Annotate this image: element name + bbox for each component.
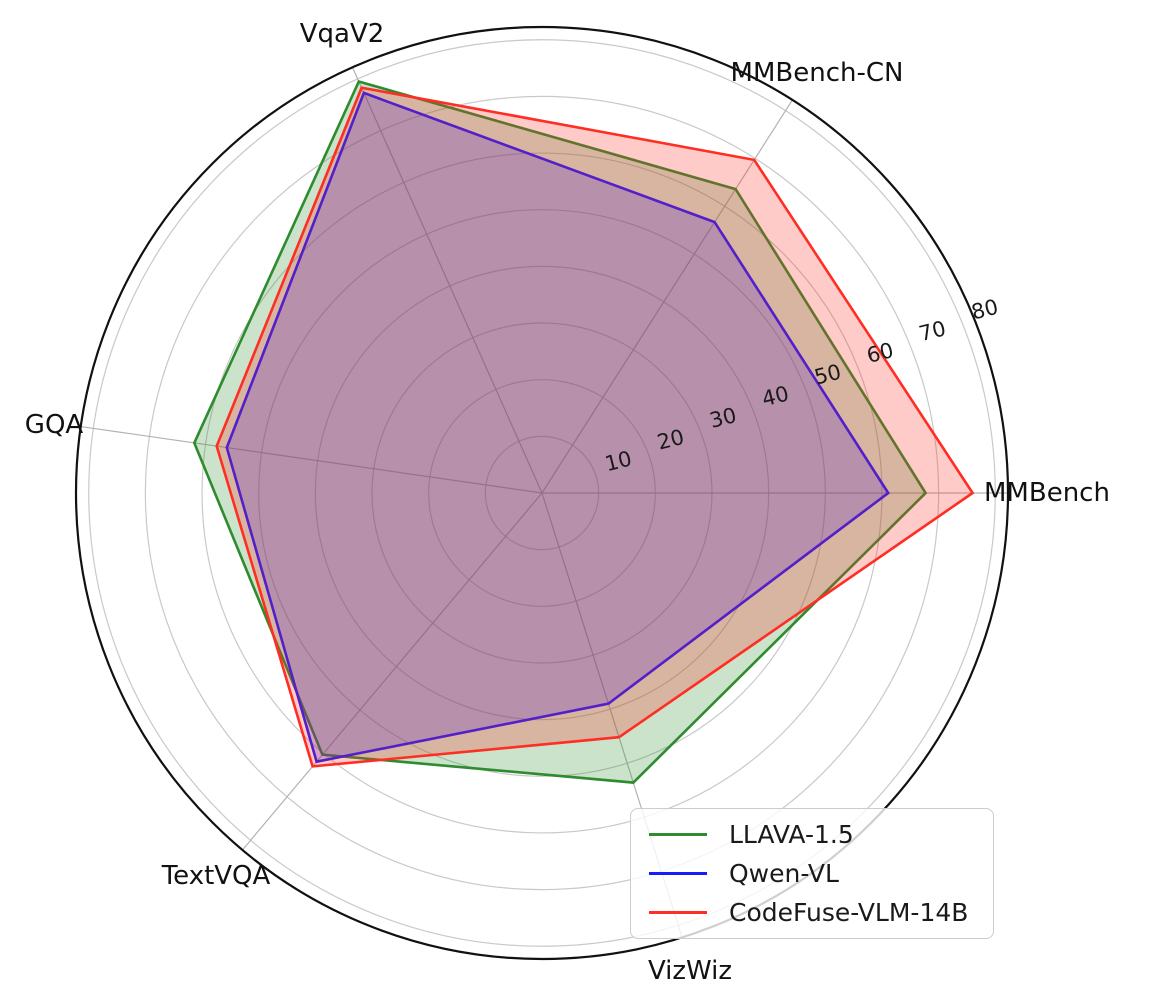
axis-spoke (351, 67, 543, 494)
radial-tick-label: 80 (969, 295, 1001, 325)
axis-label-VizWiz: VizWiz (648, 956, 732, 986)
legend-item-codefuse: CodeFuse-VLM-14B (631, 900, 993, 925)
legend-label: Qwen-VL (729, 859, 839, 888)
series-polygon-LLAVA-1.5 (192, 79, 928, 784)
axis-label-MMBench-CN: MMBench-CN (731, 58, 904, 88)
axis-spoke (541, 99, 793, 494)
legend: LLAVA-1.5 Qwen-VL CodeFuse-VLM-14B (630, 808, 994, 939)
axis-label-GQA: GQA (25, 410, 84, 440)
axis-label-MMBench: MMBench (984, 478, 1110, 508)
axis-spoke (242, 492, 543, 851)
legend-line-swatch-red (649, 911, 707, 914)
axis-label-TextVQA: TextVQA (161, 861, 271, 891)
legend-item-qwen: Qwen-VL (631, 861, 993, 886)
legend-item-llava: LLAVA-1.5 (631, 822, 993, 847)
radial-tick-label: 60 (864, 338, 896, 368)
polar-spine (74, 25, 1010, 961)
legend-label: CodeFuse-VLM-14B (729, 898, 969, 927)
legend-line-swatch-blue (649, 872, 707, 875)
legend-line-swatch-green (649, 833, 707, 836)
legend-label: LLAVA-1.5 (729, 820, 854, 849)
series-polygon-CodeFuse-VLM-14B (215, 86, 975, 768)
radial-tick-label: 70 (917, 316, 949, 346)
series-polygon-Qwen-VL (225, 91, 890, 764)
axis-label-VqaV2: VqaV2 (300, 19, 385, 49)
axis-spoke (80, 425, 543, 494)
